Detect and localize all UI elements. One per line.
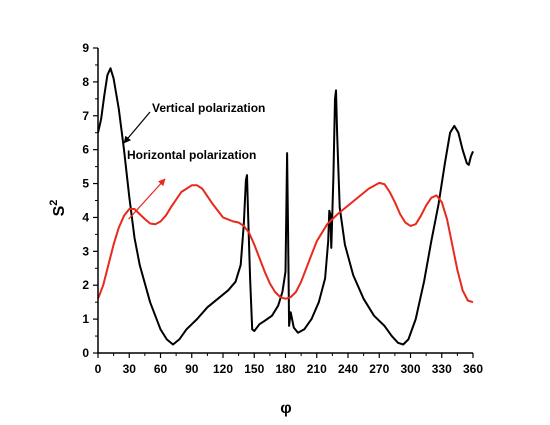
y-tick-label: 6: [82, 143, 89, 157]
y-tick-label: 5: [82, 177, 89, 191]
series-layer: [97, 67, 474, 346]
horizontal-polarization-series: [97, 181, 474, 304]
x-tick-label: 270: [369, 362, 389, 376]
horizontal-polarization-label: Horizontal polarization: [127, 148, 256, 162]
x-axis-title: φ: [280, 400, 291, 417]
horizontal-polarization-arrow: [128, 178, 166, 220]
x-tick-label: 210: [307, 362, 327, 376]
x-tick-label: 240: [338, 362, 358, 376]
x-tick-label: 0: [95, 362, 102, 376]
y-tick-label: 1: [82, 312, 89, 326]
y-ticks: 0 1 2 3 4 5 6 7 8 9: [82, 41, 98, 360]
y-axis-title-base: S: [51, 205, 68, 216]
vertical-polarization-series: [97, 67, 474, 346]
x-tick-label: 150: [244, 362, 264, 376]
y-axis-title: S2: [48, 200, 68, 217]
vertical-polarization-arrow: [123, 111, 151, 144]
x-tick-label: 60: [154, 362, 168, 376]
y-tick-label: 7: [82, 109, 89, 123]
x-tick-label: 180: [275, 362, 295, 376]
y-tick-label: 2: [82, 278, 89, 292]
y-tick-label: 4: [82, 210, 89, 224]
x-tick-label: 90: [185, 362, 199, 376]
y-tick-label: 0: [82, 346, 89, 360]
vertical-polarization-label: Vertical polarization: [152, 101, 265, 115]
annotations: Vertical polarization Horizontal polariz…: [123, 101, 265, 220]
x-ticks: 0 30 60 90 120 150 180 210 240 270 300 330 360: [95, 353, 483, 376]
x-tick-label: 120: [213, 362, 233, 376]
y-tick-label: 9: [82, 41, 89, 55]
y-tick-label: 3: [82, 244, 89, 258]
x-tick-label: 330: [432, 362, 452, 376]
x-tick-label: 300: [400, 362, 420, 376]
x-tick-label: 360: [463, 362, 483, 376]
x-tick-label: 30: [123, 362, 137, 376]
y-axis-title-superscript: 2: [48, 200, 60, 206]
y-tick-label: 8: [82, 75, 89, 89]
